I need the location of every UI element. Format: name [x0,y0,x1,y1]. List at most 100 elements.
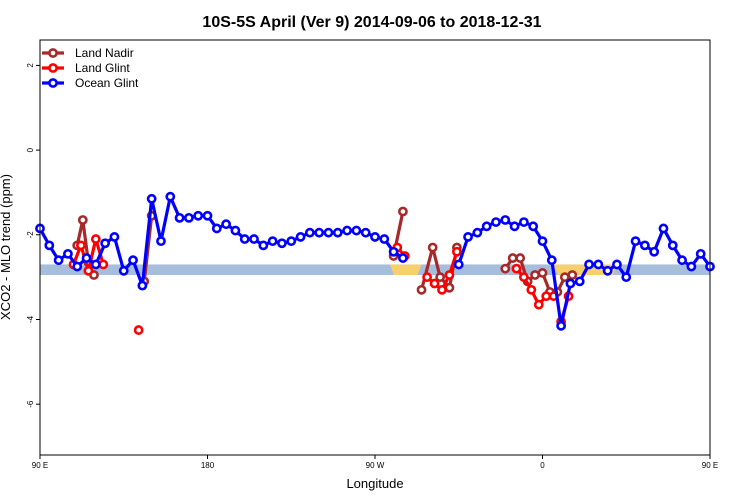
series-2-point-0-1 [44,240,55,251]
series-2-point-1-13 [574,276,585,287]
series-2-point-0-9 [118,265,129,276]
series-1-point-4-4 [541,291,552,302]
series-2-point-1-17 [612,259,622,270]
series-1-point-0-2 [83,265,94,276]
series-2-point-0-32 [332,227,343,238]
legend-marker-2 [48,78,58,88]
series-2-point-0-25 [267,236,278,247]
series-2-point-0-24 [258,240,269,251]
series-2-point-0-26 [277,238,287,249]
series-2-point-1-4 [491,217,501,227]
series-2-point-1-2 [472,227,483,238]
series-2-point-0-15 [174,212,185,223]
series-1-point-3-4 [451,246,462,257]
series-0-point-5-4 [567,270,578,280]
series-0-point-3-2 [435,272,446,283]
series-2-point-0-38 [388,246,399,257]
series-1-point-0-3 [90,234,101,244]
series-1-point-4-2 [526,284,537,295]
series-2-point-0-33 [342,225,352,236]
series-0-point-4-2 [515,253,526,263]
series-layer [35,191,715,335]
series-2-point-0-2 [53,255,64,266]
series-0-point-3-1 [427,242,438,253]
y-tick-label-0: 2 [26,63,35,68]
series-2-point-1-6 [509,221,520,232]
series-2-point-0-3 [63,248,73,259]
series-1-point-3-3 [444,270,455,280]
x-tick-label-0: 90 E [32,461,48,470]
series-2-point-1-15 [593,259,604,270]
reference-band-rect [40,264,710,276]
series-2-point-0-14 [165,191,176,202]
series-2-point-0-23 [249,234,259,244]
series-2-point-0-18 [202,210,213,221]
series-0-point-3-3 [444,282,455,293]
series-2-point-0-13 [156,236,166,247]
series-2-point-0-10 [128,255,138,266]
series-2-point-1-20 [639,240,650,251]
series-1-point-4-1 [518,272,529,283]
y-tick-label-4: -6 [26,400,35,408]
series-0-point-4-1 [507,253,518,263]
legend-marker-0 [48,48,58,58]
series-2-point-0-20 [221,219,232,230]
series-2-point-1-14 [584,259,594,270]
band-highlight-0 [389,264,422,276]
series-2-point-0-31 [323,227,334,238]
series-2-point-1-11 [556,320,567,331]
series-2-point-0-17 [193,210,204,221]
series-0-point-5-3 [559,272,570,283]
series-1-point-3-1 [429,278,440,289]
series-2-point-0-8 [109,232,120,242]
series-2-point-1-12 [565,278,576,289]
legend-label-0: Land Nadir [75,46,134,60]
series-0-point-4-4 [530,270,540,280]
y-axis-label: XCO2 - MLO trend (ppm) [0,174,13,320]
series-2-point-0-35 [360,227,371,238]
series-2-point-1-22 [658,223,669,234]
x-tick-label-1: 180 [201,461,215,470]
legend-marker-1 [48,63,58,73]
series-2-point-1-8 [528,221,539,232]
series-1-point-4-3 [533,299,544,310]
y-tick-label-3: -4 [26,315,35,323]
series-2-point-0-7 [100,238,111,249]
series-2-point-1-21 [649,246,660,257]
x-tick-label-2: 90 W [366,461,385,470]
series-2-point-0-19 [211,223,222,234]
series-2-point-1-19 [630,236,641,247]
series-1-point-0-4 [98,259,109,270]
series-2-point-1-3 [481,221,492,232]
x-tick-label-4: 90 E [702,461,718,470]
legend-label-2: Ocean Glint [75,76,139,90]
series-0-point-3-0 [416,284,427,295]
series-2-point-1-18 [621,272,632,283]
series-2-point-1-10 [546,255,557,266]
x-axis: 90 E 180 90 W 0 90 E [32,455,718,470]
series-0-point-5-0 [537,268,548,278]
series-1-point-0-1 [76,240,86,251]
series-2-point-0-30 [314,227,325,238]
series-2-point-1-25 [686,261,697,272]
series-2-point-0-37 [379,234,390,244]
series-1-point-4-0 [511,263,522,274]
series-2-point-1-24 [677,255,687,266]
series-2-point-0-12 [146,193,157,204]
series-2-point-1-26 [695,248,706,259]
series-2-point-0-5 [81,253,92,263]
series-2-point-0-4 [72,261,83,272]
x-axis-label: Longitude [346,476,403,491]
series-2-point-0-34 [351,225,362,236]
series-1-point-3-2 [437,284,447,295]
series-2-point-1-7 [518,217,529,227]
series-2-point-0-28 [295,232,306,242]
series-2-point-1-5 [500,215,511,225]
series-2-point-0-39 [398,253,408,263]
series-2-point-1-16 [602,265,613,276]
series-2-point-0-6 [90,259,101,270]
plot-frame [39,39,711,456]
series-2-point-0-16 [183,212,194,223]
series-2-point-0-36 [370,232,380,242]
